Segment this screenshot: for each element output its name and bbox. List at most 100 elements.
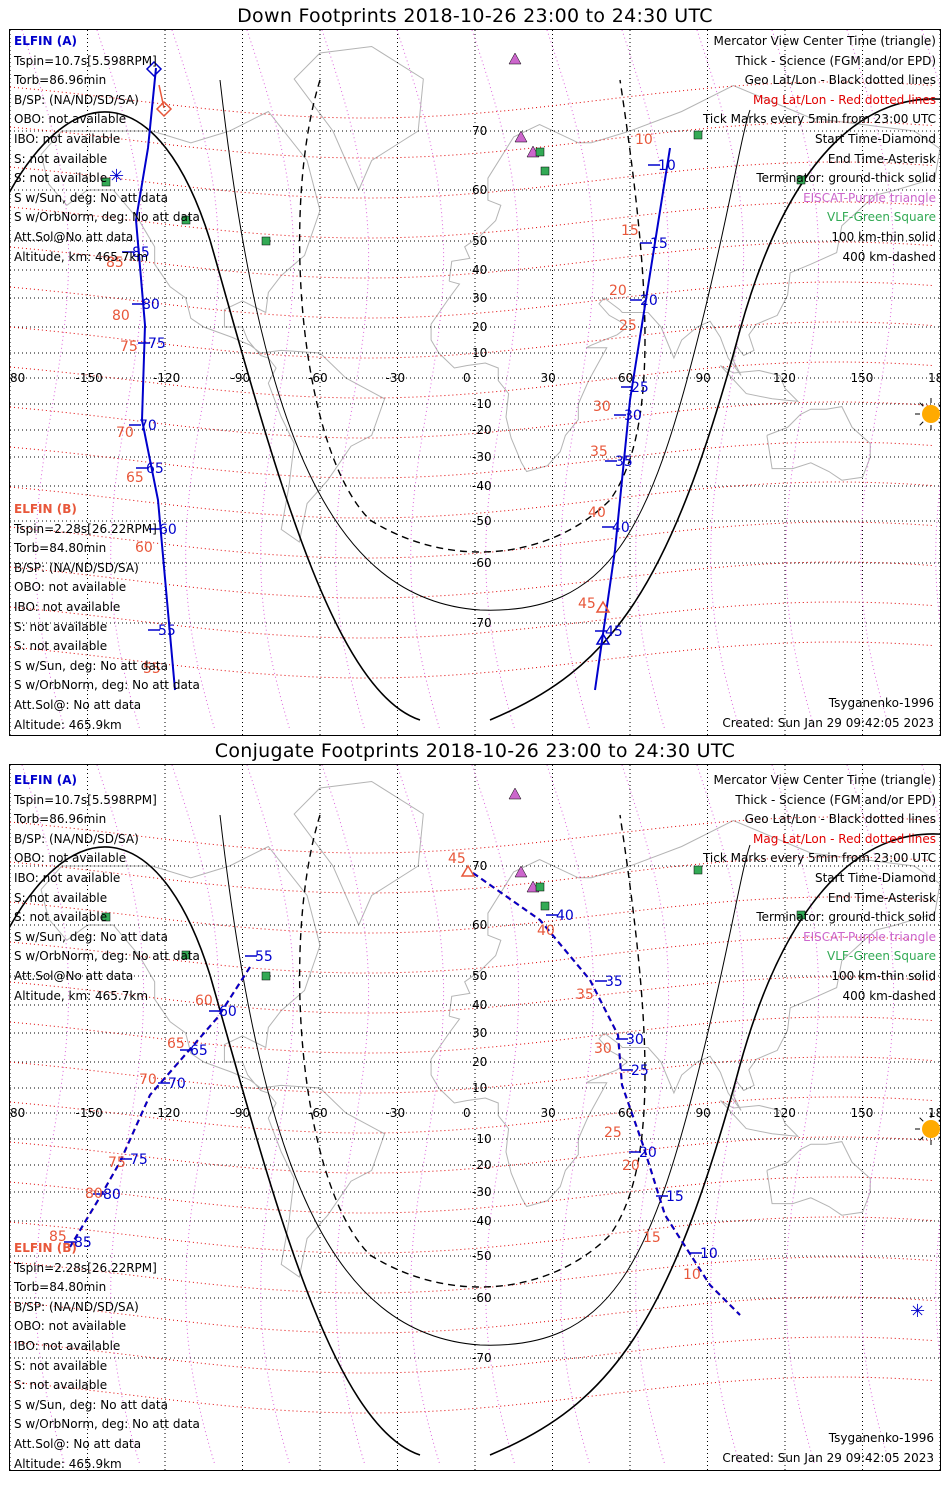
vlf-square-icon [540,901,550,911]
mag-meridian [96,30,145,731]
lon-label: 120 [773,371,796,385]
lon-label: -120 [153,1106,180,1120]
lon-label: -150 [76,1106,103,1120]
terminator-ground [10,111,421,721]
legend-item: 100 km-thin solid [831,229,936,244]
mag-meridian [321,30,370,731]
lat-label: 10 [472,346,487,360]
sat-a-info: ELFIN (A) Tspin=10.7s[5.598RPM] Torb=86.… [14,771,200,1006]
mag-meridian [471,30,520,731]
track-a-tick-label: 65 [190,1043,208,1059]
track-b-tick-label: 40 [537,923,555,939]
track-a [69,966,251,1248]
coastline [720,365,800,403]
lon-label: 30 [540,1106,555,1120]
track-b-tick-label: 25 [604,1125,622,1141]
footprint-map-conjugate[interactable]: -180 -150 -120 -90 -60 -30 0 30 60 90 120 150 180 70 6… [10,765,941,1471]
lon-label: 120 [773,1106,796,1120]
sat-b-line: B/SP: (NA/ND/SD/SA) [14,1299,139,1314]
created-timestamp: Created: Sun Jan 29 09:42:05 2023 [722,1451,934,1465]
sun-icon [922,1120,940,1138]
track-a-tick-label: 15 [650,236,668,252]
track-a-tick-label: 30 [626,1032,644,1048]
vlf-square-icon [261,236,271,246]
sat-a-name: ELFIN (A) [14,34,77,48]
mag-meridian [246,30,295,731]
lon-label: 180 [928,371,941,385]
track-b-tick-label: 15 [643,1230,661,1246]
track-b-tick-label: 40 [588,505,606,521]
track-a-tick-label: 35 [615,454,633,470]
sat-b-name: ELFIN (B) [14,1241,77,1255]
sat-b-line: Torb=84.80min [14,1280,107,1295]
track-a-tick-label: 25 [631,1063,649,1079]
footprint-map-down[interactable]: -180 -150 -120 -90 -60 -30 0 30 60 90 120 150 180 70 6… [10,30,941,736]
sat-a-line: OBO: not available [14,851,127,866]
center-triangle-icon [595,600,611,613]
center-triangle-icon [460,864,476,877]
lat-label: 50 [472,969,487,983]
lon-label: 0 [463,1106,471,1120]
mag-meridian [96,765,145,1466]
sat-a-line: Altitude, km: 465.7km [14,988,149,1003]
mag-meridian [171,765,220,1466]
lon-label: -150 [76,371,103,385]
lon-label: -30 [386,371,406,385]
coastline [430,84,940,473]
track-a-tick-label: 85 [74,1235,92,1251]
legend-item: Tick Marks every 5min from 23:00 UTC [702,851,936,866]
track-a-tick-label: 65 [146,461,164,477]
legend-item: Start Time-Diamond [814,870,936,885]
sat-b-line: S: not available [14,619,108,634]
legend-item: Mag Lat/Lon - Red dotted lines [752,831,936,846]
track-a [134,67,176,691]
track-b-tick-label: 55 [143,661,161,677]
lat-label: 60 [472,183,487,197]
legend-item: Mercator View Center Time (triangle) [713,773,936,787]
vlf-square-icon [796,910,806,920]
track-b-tick-label: 10 [683,1267,701,1283]
terminator-400km [298,79,646,553]
lat-label: -70 [472,616,492,630]
sat-b-line: S: not available [14,1378,108,1393]
track-b-tick-label: 30 [594,1041,612,1057]
sat-a-info: ELFIN (A) Tspin=10.7s[5.598RPM] Torb=86.… [14,32,200,267]
eiscat-triangle-icon [508,787,522,800]
mag-meridian [846,765,895,1466]
track-b-tick-label: 70 [116,425,134,441]
legend-item: End Time-Asterisk [827,151,936,166]
lat-label: 70 [472,859,487,873]
track-a-tick-label: 60 [219,1004,237,1020]
sat-a-line: Att.Sol@No att data [14,229,134,244]
start-diamond-icon [155,100,173,118]
sun-ray [938,1119,940,1122]
eiscat-triangle-icon [514,130,528,143]
sat-b-line: S: not available [14,1358,108,1373]
vlf-square-icon [181,215,191,225]
terminator-ground [10,846,421,1456]
sat-a-line: S w/Sun, deg: No att data [14,929,168,944]
legend-item: VLF-Green Square [827,949,936,964]
terminator-400km [298,814,646,1288]
sat-a-line: OBO: not available [14,112,127,127]
mag-meridian [21,30,70,731]
legend-item: Terminator: ground-thick solid [756,171,936,186]
lon-label: 30 [540,371,555,385]
coastline [766,1141,871,1216]
mag-meridian [846,30,895,731]
mag-meridian [546,30,595,731]
mag-meridian [396,30,445,731]
legend-item: Mag Lat/Lon - Red dotted lines [752,92,936,107]
legend-item: Thick - Science (FGM and/or EPD) [735,792,936,807]
panel-title-conjugate: Conjugate Footprints 2018-10-26 23:00 to… [214,740,736,762]
track-a-tick-label: 15 [666,1189,684,1205]
track-b-tick-label: 35 [576,987,594,1003]
legend-item: Start Time-Diamond [814,131,936,146]
coastline [720,1100,800,1138]
track-b-tick-label: 15 [621,223,639,239]
track-a-tick-label: 30 [624,408,642,424]
track-b-tick-label: 10 [635,132,653,148]
track-b-tick-label: 60 [195,993,213,1009]
mag-meridian [771,30,820,731]
end-asterisk-icon: ✳ [910,1301,925,1322]
